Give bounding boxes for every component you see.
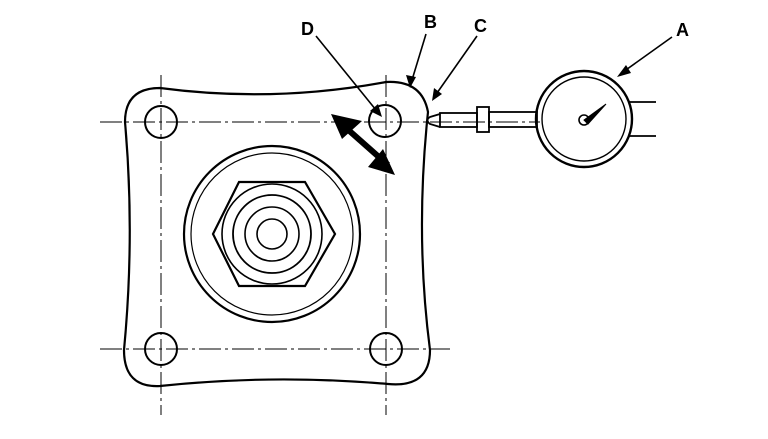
bolt-hole-bottom-right: [369, 332, 403, 366]
rotation-arrow-head-lower: [368, 149, 395, 175]
rotation-arrow-head-upper: [331, 114, 362, 139]
leader-arrowhead-b: [406, 75, 416, 88]
hub-outer-ring: [182, 144, 362, 324]
nut-chamfer-circle: [221, 183, 323, 285]
dial-gauge-inner: [541, 76, 627, 162]
shaft-middle-circle: [244, 206, 300, 262]
indicator-plunger-tip: [426, 113, 441, 128]
bolt-hole-top-right: [368, 104, 402, 138]
leader-line-b: [411, 33, 427, 81]
indicator-back-bracket: [628, 101, 656, 137]
dial-indicator: [426, 69, 656, 169]
callout-label-c: C: [474, 16, 487, 36]
leader-line-a: [622, 36, 673, 73]
callout-label-b: B: [424, 12, 437, 32]
indicator-plunger: [439, 112, 478, 128]
hub-inner-ring: [190, 152, 354, 316]
leader-arrowhead-a: [617, 65, 631, 77]
center-lines: [100, 75, 540, 415]
indicator-collar: [476, 106, 490, 133]
indicator-stem: [488, 111, 538, 128]
leader-lines: [315, 33, 673, 117]
bolt-hole-bottom-left: [144, 332, 178, 366]
bolt-holes: [144, 104, 403, 366]
leader-line-d: [315, 35, 377, 111]
callout-label-a: A: [676, 20, 689, 40]
hex-nut: [211, 180, 337, 288]
shaft-outer-circle: [232, 194, 312, 274]
bolt-hole-top-left: [144, 105, 178, 139]
rotation-arrow: [331, 114, 395, 175]
callout-label-d: D: [301, 19, 314, 39]
flange-plate-outline: [122, 80, 432, 388]
leader-arrowhead-d: [370, 104, 382, 117]
shaft-center-circle: [256, 218, 288, 250]
leader-arrowhead-c: [432, 88, 442, 101]
hub-assembly: [182, 144, 362, 324]
dial-gauge-outer: [534, 69, 634, 169]
dial-gauge-needle: [583, 103, 607, 125]
leader-line-c: [436, 35, 478, 94]
